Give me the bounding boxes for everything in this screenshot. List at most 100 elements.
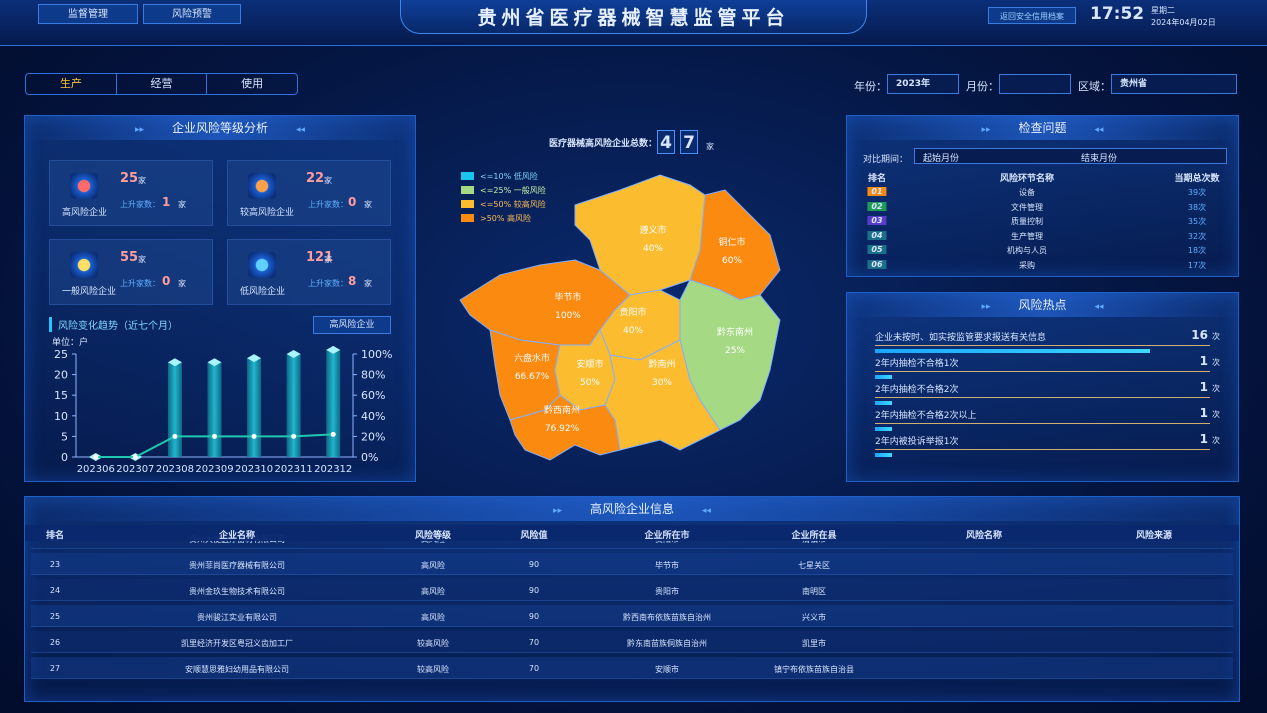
table-cell: 安顺市: [655, 665, 679, 674]
table-cell: 25: [49, 612, 61, 621]
year-select[interactable]: 2023年: [887, 74, 959, 94]
ratio-point: [93, 454, 99, 460]
table-cell: 较高风险: [417, 665, 449, 674]
legend-label: <=10% 低风险: [480, 171, 538, 181]
period-end: 结束月份: [1081, 154, 1118, 164]
column-header: 企业所在县: [791, 531, 837, 541]
region-value: 40%: [623, 326, 643, 336]
table-cell: 贵州菲尚医疗器械有限公司: [189, 561, 285, 570]
y2-tick-label: 20%: [361, 430, 385, 443]
hotspot-bar: [875, 427, 893, 431]
table-cell: 高风险: [421, 587, 445, 596]
weekday: 星期二: [1151, 6, 1175, 15]
hotspot-bar: [875, 453, 893, 457]
table-cell: 90: [528, 612, 540, 621]
nav-button[interactable]: 监督管理: [38, 4, 138, 24]
panel-title: 企业风险等级分析: [25, 116, 415, 140]
tab[interactable]: 经营: [115, 74, 207, 94]
ratio-point: [132, 454, 138, 460]
hotspot-count: 1: [1199, 380, 1208, 394]
table-cell: 黔西南布依族苗族自治州: [623, 613, 711, 622]
nav-button[interactable]: 风险预警: [143, 4, 241, 24]
x-tick-label: 202307: [116, 464, 154, 475]
table-cell: 70: [528, 638, 540, 647]
region-name: 毕节市: [554, 291, 581, 303]
column-header: 风险来源: [1135, 531, 1173, 541]
hotspot-track: [875, 397, 1210, 398]
table-cell: 高风险: [421, 561, 445, 570]
table-cell: 七星关区: [798, 561, 830, 570]
rise-label: 上升家数：: [308, 200, 348, 209]
ratio-point: [172, 433, 178, 439]
trend-dropdown[interactable]: 高风险企业: [313, 316, 391, 334]
region-value: 100%: [555, 311, 581, 321]
column-header: 风险名称: [965, 531, 1003, 541]
rise-unit: 家: [178, 279, 186, 288]
card-label: 较高风险企业: [240, 208, 295, 218]
table-row: [31, 553, 1233, 575]
region-value: 60%: [722, 256, 742, 266]
tab-bar: 生产 经营 使用: [25, 73, 298, 95]
region-select[interactable]: 贵州省: [1111, 74, 1237, 94]
rise-unit: 家: [364, 279, 372, 288]
column-header: 排名: [867, 174, 887, 184]
card-unit: 家: [138, 255, 146, 264]
y2-tick-label: 80%: [361, 369, 385, 382]
rise-unit: 家: [364, 200, 372, 209]
back-button[interactable]: 返回安全信用档案: [988, 7, 1076, 24]
y2-tick-label: 40%: [361, 410, 385, 423]
panel-title: 风险热点: [847, 293, 1238, 317]
tab[interactable]: 生产: [59, 77, 82, 90]
period-range[interactable]: [914, 148, 1227, 164]
card-icon: [248, 252, 276, 278]
column-header: 风险值: [520, 531, 548, 541]
table-cell: 黔东南苗族侗族自治州: [627, 639, 707, 648]
region-name: 安顺市: [576, 358, 603, 370]
period-start: 起始月份: [923, 154, 960, 164]
rise-count: 1: [162, 195, 171, 209]
ratio-point: [330, 431, 336, 437]
region-value: 50%: [580, 378, 600, 388]
inspection-cell: 39次: [1187, 188, 1207, 197]
month-select[interactable]: [999, 74, 1071, 94]
ratio-point: [251, 433, 257, 439]
tab[interactable]: 使用: [206, 74, 297, 94]
hotspot-track: [875, 345, 1210, 346]
legend-item: <=25% 一般风险: [461, 183, 546, 197]
legend-label: >50% 高风险: [480, 213, 532, 223]
card-icon: [70, 252, 98, 278]
x-tick-label: 202311: [275, 464, 313, 475]
inspection-cell: 32次: [1187, 231, 1207, 241]
bar-cap: [247, 354, 262, 363]
inspection-cell: 38次: [1187, 202, 1207, 212]
table-row: [31, 657, 1233, 679]
trend-title: 风险变化趋势（近七个月）: [49, 317, 178, 332]
bar: [247, 358, 262, 457]
region[interactable]: [509, 394, 621, 461]
table-row: [31, 579, 1233, 601]
inspection-cell: 生产管理: [1011, 231, 1043, 241]
card-label: 一般风险企业: [62, 287, 117, 297]
bar-cap: [326, 345, 341, 354]
total-unit: 家: [706, 142, 714, 151]
card-label: 高风险企业: [62, 208, 108, 218]
hotspot-unit: 次: [1212, 410, 1220, 419]
table-cell: 兴义市: [802, 613, 826, 622]
region-value: 66.67%: [515, 372, 550, 382]
rank-badge: 06: [867, 260, 887, 269]
legend-swatch: [461, 214, 474, 222]
region-value: 40%: [643, 244, 663, 254]
hotspot-bar: [875, 349, 1150, 353]
bar: [326, 349, 341, 457]
card-count: 55: [120, 250, 139, 265]
rise-count: 0: [348, 195, 357, 209]
region-value: 25%: [725, 346, 745, 356]
date: 2024年04月02日: [1151, 18, 1216, 27]
table-cell: 27: [49, 664, 61, 673]
rise-label: 上升家数：: [308, 279, 348, 288]
hotspot-panel: 风险热点 企业未按时、如实按监管要求报送有关信息16次2年内抽检不合格1次1次2…: [846, 292, 1239, 482]
x-tick-label: 202309: [195, 464, 233, 475]
table-cell: 凯里市: [802, 639, 826, 648]
card-label: 低风险企业: [240, 287, 286, 297]
